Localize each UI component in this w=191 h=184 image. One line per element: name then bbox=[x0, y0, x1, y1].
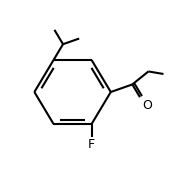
Text: O: O bbox=[142, 99, 152, 112]
Text: F: F bbox=[88, 138, 95, 151]
